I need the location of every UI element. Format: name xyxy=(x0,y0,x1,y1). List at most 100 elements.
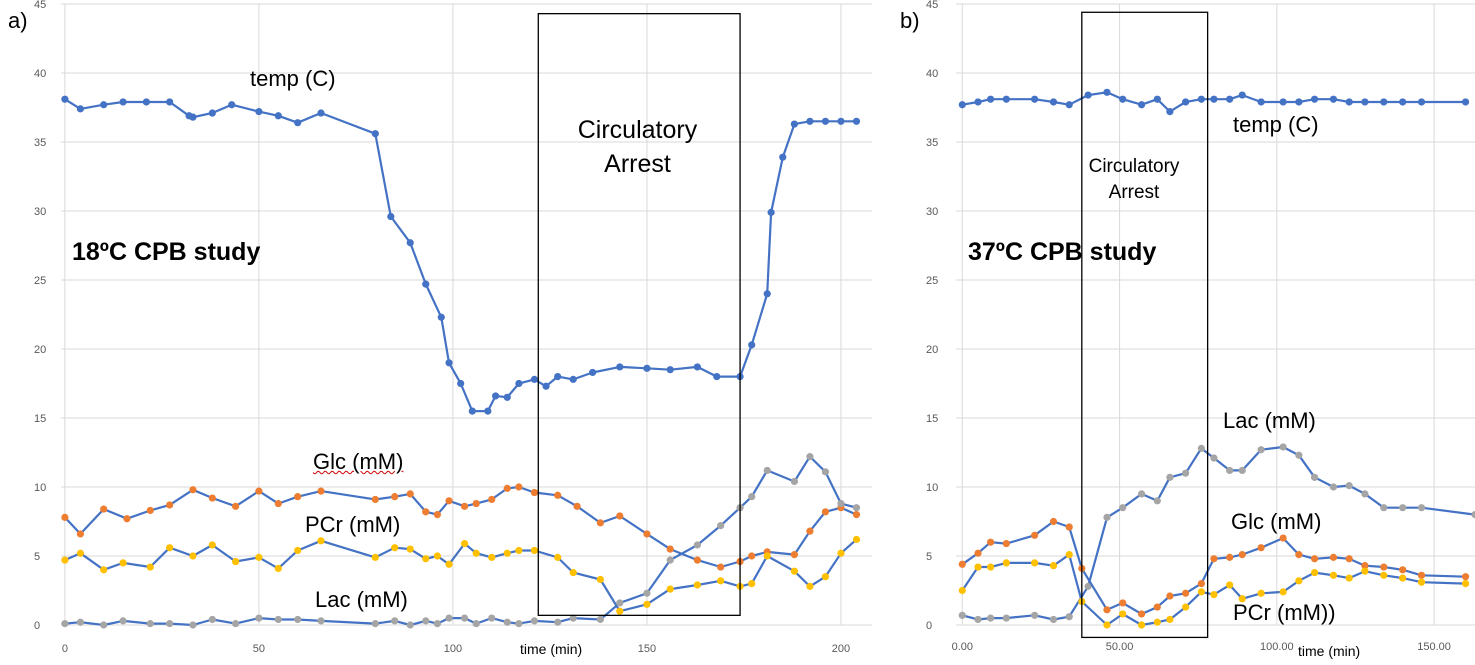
panel-a-temp-point xyxy=(763,290,771,298)
panel-a-pcr-point xyxy=(208,541,216,549)
panel-a-pcr-point xyxy=(119,559,127,567)
panel-b-glc-point xyxy=(1002,539,1010,548)
panel-b-temp-point xyxy=(1210,95,1218,103)
panel-b-glc-point xyxy=(1417,571,1426,579)
panel-b-pcr-point xyxy=(1197,588,1205,596)
panel-a-x-tick-label: 200 xyxy=(832,643,850,655)
panel-b-arrest-line2: Arrest xyxy=(1108,181,1160,203)
panel-a-lac-point xyxy=(100,621,108,629)
panel-a-glc-line xyxy=(64,485,857,569)
panel-b-pcr-point xyxy=(958,586,966,595)
panel-b-lac-point xyxy=(1310,473,1319,481)
panel-a-pcr-point xyxy=(515,546,523,555)
panel-a-pcr-point xyxy=(616,607,624,615)
panel-b-lac-point xyxy=(1279,443,1287,451)
panel-b-arrest-line1: Circulatory xyxy=(1088,156,1180,177)
panel-a-gridlines xyxy=(61,3,872,626)
panel-a-glc-point xyxy=(294,493,302,501)
panel-a-arrest-box xyxy=(537,13,741,616)
panel-b-lac-point xyxy=(1471,511,1475,519)
panel-b-temp-label: temp (C) xyxy=(1233,112,1319,137)
panel-a-pcr-point xyxy=(554,553,562,561)
panel-a-lac-point xyxy=(748,493,756,501)
panel-a-lac-line xyxy=(64,455,857,627)
panel-b-pcr-point xyxy=(1153,618,1161,626)
panel-a-pcr-point xyxy=(596,575,604,584)
panel-b-pcr-point xyxy=(1226,581,1234,589)
panel-a-temp-point xyxy=(713,373,721,381)
panel-a-lac-point xyxy=(569,614,577,622)
panel-a-y-tick-label: 5 xyxy=(34,551,40,563)
panel-b-temp-point xyxy=(1084,91,1092,99)
panel-a-glc-point xyxy=(274,499,282,508)
panel-a-glc-point xyxy=(460,502,469,510)
panel-a-y-tick-label: 10 xyxy=(34,482,46,494)
panel-a-lac-point xyxy=(189,621,197,629)
panel-a-y-tick-label: 0 xyxy=(34,620,40,632)
panel-a-glc-point xyxy=(503,484,511,492)
panel-a-temp-point xyxy=(767,208,775,216)
panel-a-lac-point xyxy=(146,620,154,628)
panel-b-lac-point xyxy=(1031,611,1039,619)
panel-a-lac-points xyxy=(61,453,861,629)
panel-a-lac-point xyxy=(596,615,604,624)
panel-a-glc-point xyxy=(821,508,830,516)
panel-b-lac-point xyxy=(1166,473,1174,481)
panel-b-temp-point xyxy=(1119,95,1127,103)
panel-a-pcr-point xyxy=(317,537,325,545)
panel-a-pcr-point xyxy=(806,582,814,590)
panel-b-glc-point xyxy=(1103,606,1111,614)
panel-a-temp-point xyxy=(616,363,624,371)
chart-a-svg: 0 5 10 15 20 25 30 35 40 45 0 50 100 150 200 xyxy=(34,0,872,655)
panel-b-glc-point xyxy=(1065,523,1073,531)
panel-a-glc-point xyxy=(616,512,624,520)
panel-b-lac-point xyxy=(1153,497,1161,505)
panel-b-temp-point xyxy=(1417,98,1426,106)
panel-b-arrest-label: Circulatory Arrest xyxy=(1073,154,1195,205)
panel-a-glc-point xyxy=(146,506,154,515)
panel-b-glc-point xyxy=(1361,562,1369,570)
panel-a-temp-point xyxy=(274,112,282,120)
panel-b-pcr-point xyxy=(1380,571,1388,579)
panel-a-glc-point xyxy=(100,505,108,513)
panel-b-pcr-point xyxy=(1295,577,1303,585)
panel-b-temp-point xyxy=(1310,95,1319,103)
panel-b-temp-point xyxy=(1238,91,1246,99)
panel-b-lac-point xyxy=(1065,613,1073,621)
panel-b-study-title: 37ºC CPB study xyxy=(968,238,1157,266)
panel-a-pcr-point xyxy=(433,552,441,560)
panel-a-lac-point xyxy=(76,618,85,626)
panel-a-temp-point xyxy=(294,119,302,127)
panel-b-temp-point xyxy=(1461,98,1470,106)
panel-a-pcr-point xyxy=(748,580,756,588)
panel-a-glc-point xyxy=(573,502,581,510)
panel-b-y-tick-label: 5 xyxy=(926,551,932,563)
chart-b-svg: 0 5 10 15 20 25 30 35 40 45 0.00 50.00 100.00 150.00 xyxy=(926,0,1475,653)
panel-b-temp-point xyxy=(1279,98,1287,106)
panel-b-glc-point xyxy=(1461,573,1470,581)
panel-a-temp-point xyxy=(484,407,492,415)
panel-a-lac-point xyxy=(445,614,453,622)
panel-a-pcr-point xyxy=(763,552,771,560)
panel-a-temp-point xyxy=(208,109,216,117)
panel-b-glc-point xyxy=(1399,566,1407,574)
panel-a-glc-label: Glc (mM) xyxy=(313,449,404,474)
panel-a-y-tick-label: 40 xyxy=(34,68,46,80)
panel-a-pcr-point xyxy=(852,535,861,544)
panel-a-lac-point xyxy=(821,468,830,476)
panel-a-temp-point xyxy=(821,117,830,125)
panel-b-temp-point xyxy=(1257,98,1265,106)
panel-b-glc-point xyxy=(1031,531,1039,539)
panel-b-glc-point xyxy=(1153,603,1161,611)
panel-b-lac-point xyxy=(1295,451,1303,459)
panel-a-pcr-point xyxy=(406,545,414,553)
panel-a-glc-point xyxy=(530,488,539,497)
panel-a-temp-point xyxy=(779,153,787,161)
panel-b-temp-point xyxy=(974,98,982,106)
panel-b-temp-point xyxy=(1197,95,1205,103)
panel-b-lac-point xyxy=(1084,582,1092,590)
panel-b-glc-point xyxy=(1257,544,1265,552)
panel-b-pcr-point xyxy=(1399,574,1407,582)
panel-b-temp-point xyxy=(1226,95,1234,103)
panel-b-glc-point xyxy=(974,549,982,557)
